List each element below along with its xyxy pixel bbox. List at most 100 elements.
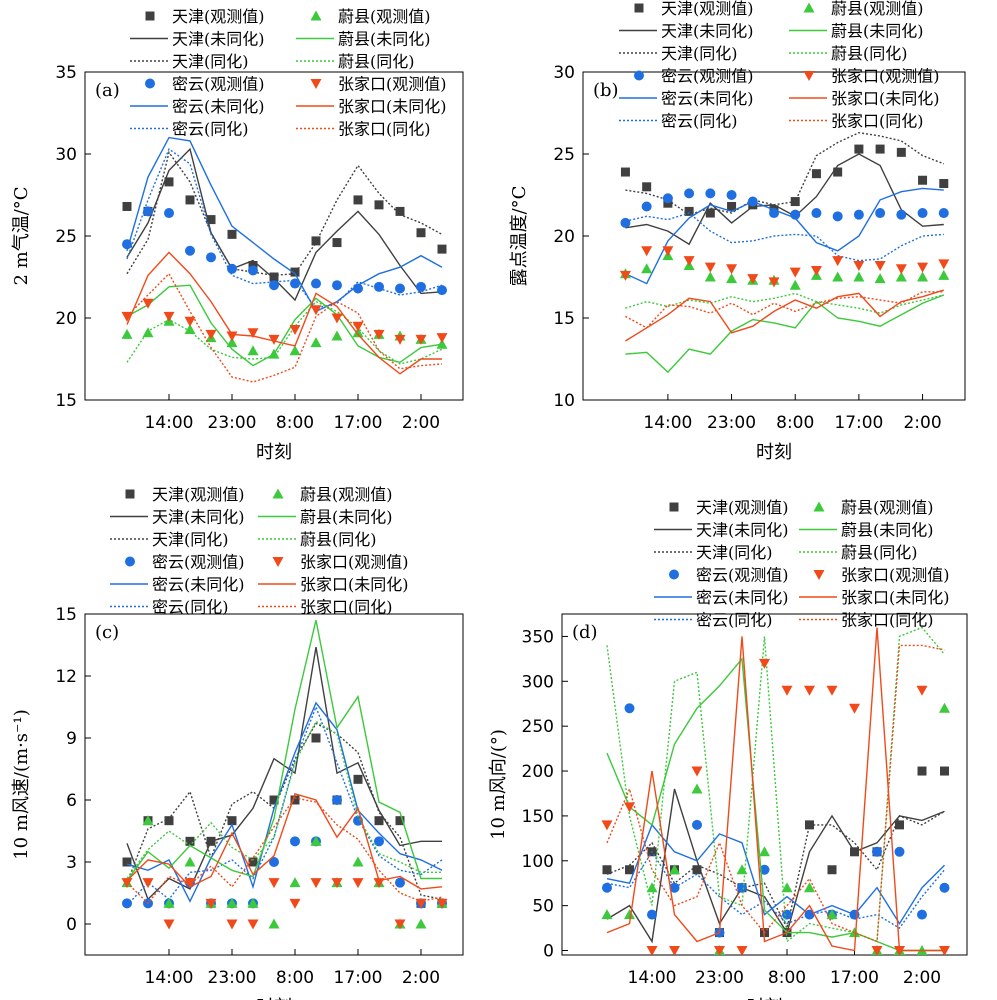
data-point (122, 201, 132, 211)
series-line (126, 797, 443, 905)
chart-panel-b: 10 15 20 25 30 14:00 23:00 8:00 17:00 2:00 时刻 露点温度/… (509, 0, 966, 463)
data-point (601, 909, 613, 920)
data-point (121, 311, 133, 322)
series-line (126, 150, 443, 277)
x-tick-label: 17:00 (830, 968, 879, 988)
y-tick-label: 25 (553, 145, 575, 165)
legend-label: 天津(观测值) (661, 0, 754, 18)
data-point (395, 816, 405, 826)
data-point (437, 285, 447, 296)
legend-label: 天津(观测值) (696, 498, 789, 517)
series-line (126, 136, 443, 313)
data-point (374, 200, 384, 210)
data-point (164, 816, 174, 826)
data-point (641, 246, 653, 257)
y-tick-label: 9 (66, 729, 77, 749)
y-tick-label: 0 (66, 915, 77, 935)
series-line (625, 294, 945, 374)
data-point (394, 919, 406, 930)
series-line (606, 644, 945, 943)
y-tick-label: 150 (522, 807, 554, 827)
data-point (121, 328, 133, 339)
data-point (726, 264, 738, 275)
legend-label: 密云(未同化) (661, 89, 754, 108)
data-point (692, 819, 702, 830)
data-point (726, 273, 738, 284)
data-point (184, 878, 196, 889)
data-point (624, 703, 635, 714)
series-line (126, 251, 442, 375)
data-point (332, 795, 342, 805)
y-tick-label: 0 (543, 942, 554, 962)
data-point (669, 882, 680, 893)
legend-label: 天津(同化) (696, 543, 773, 562)
data-point (352, 856, 364, 867)
y-tick-label: 250 (522, 717, 554, 737)
legend-label: 蔚县(观测值) (300, 485, 393, 504)
data-point (395, 206, 405, 216)
data-point (727, 201, 737, 211)
legend-label: 密云(同化) (661, 112, 738, 131)
legend-label: 蔚县(观测值) (338, 7, 431, 26)
legend-label: 密云(观测值) (661, 67, 754, 86)
series-line (126, 722, 443, 900)
series-line (625, 291, 944, 329)
data-point (625, 865, 634, 875)
legend-label: 张家口(未同化) (831, 89, 940, 108)
series-line (625, 212, 944, 262)
data-point (352, 321, 364, 332)
series-line (625, 289, 945, 342)
series-line (625, 187, 944, 285)
x-tick-label: 8:00 (776, 413, 814, 433)
series-group (601, 626, 950, 955)
data-point (736, 864, 748, 875)
x-tick-label: 8:00 (768, 968, 806, 988)
data-point (641, 263, 653, 274)
data-point (374, 281, 384, 292)
legend-label: 密云(同化) (172, 120, 249, 139)
legend-marker (803, 2, 815, 13)
legend-marker (310, 10, 322, 21)
data-point (704, 271, 716, 282)
data-point (227, 816, 237, 826)
data-point (781, 685, 793, 696)
x-tick-label: 14:00 (628, 968, 677, 988)
data-point (684, 206, 694, 216)
x-tick-label: 2:00 (402, 968, 440, 988)
series-group (619, 131, 950, 374)
data-point (332, 280, 342, 291)
data-point (759, 658, 770, 669)
data-point (332, 238, 342, 248)
legend-marker (272, 488, 284, 499)
data-point (939, 882, 950, 893)
data-point (624, 802, 635, 813)
x-tick-label: 23:00 (208, 968, 257, 988)
panel-label: (a) (95, 80, 120, 101)
data-point (311, 733, 321, 743)
data-point (310, 305, 322, 316)
legend-marker (125, 556, 135, 567)
data-point (624, 909, 635, 920)
data-point (736, 946, 748, 955)
data-point (374, 816, 384, 826)
series-line (126, 272, 443, 383)
data-point (395, 877, 405, 888)
legend-marker (145, 78, 155, 89)
data-point (875, 144, 885, 154)
data-point (619, 270, 631, 281)
legend-label: 天津(同化) (661, 44, 738, 63)
series-line (625, 131, 945, 216)
data-point (714, 946, 725, 955)
legend-label: 蔚县(未同化) (841, 521, 934, 540)
series-group (121, 620, 448, 930)
legend-label: 密云(观测值) (172, 75, 265, 94)
y-tick-label: 10 (553, 391, 575, 411)
data-point (874, 261, 886, 272)
legend-marker (310, 79, 322, 89)
legend-label: 天津(未同化) (152, 508, 245, 527)
data-point (247, 328, 259, 339)
data-point (759, 846, 770, 857)
y-tick-label: 300 (522, 672, 554, 692)
data-point (895, 264, 907, 275)
data-point (871, 946, 883, 955)
